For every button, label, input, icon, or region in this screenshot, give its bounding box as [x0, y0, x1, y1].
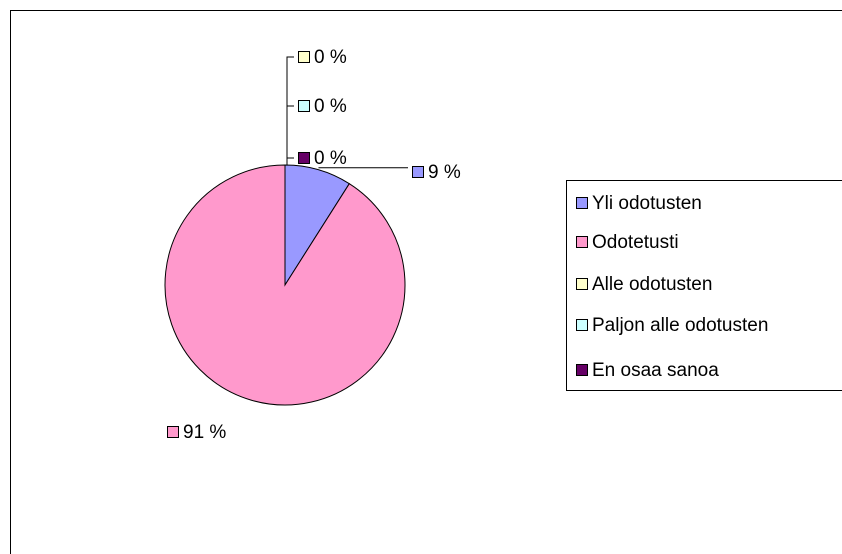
legend-label: Alle odotusten	[592, 274, 712, 295]
legend-swatch	[576, 364, 588, 376]
legend-swatch	[576, 236, 588, 248]
data-label: 0 %	[314, 96, 347, 117]
label-swatch	[298, 51, 310, 63]
label-swatch	[298, 100, 310, 112]
legend-swatch	[576, 319, 588, 331]
label-swatch	[412, 166, 424, 178]
label-swatch	[167, 426, 179, 438]
legend-label: Odotetusti	[592, 232, 679, 253]
data-label: 0 %	[314, 148, 347, 169]
legend-swatch	[576, 197, 588, 209]
data-label: 9 %	[428, 162, 461, 183]
legend-label: Paljon alle odotusten	[592, 315, 768, 336]
legend-swatch	[576, 278, 588, 290]
legend-box	[566, 180, 842, 391]
data-label: 91 %	[183, 422, 226, 443]
label-swatch	[298, 152, 310, 164]
leader-line	[286, 56, 294, 165]
legend-label: En osaa sanoa	[592, 360, 719, 381]
data-label: 0 %	[314, 47, 347, 68]
legend-label: Yli odotusten	[592, 193, 702, 214]
